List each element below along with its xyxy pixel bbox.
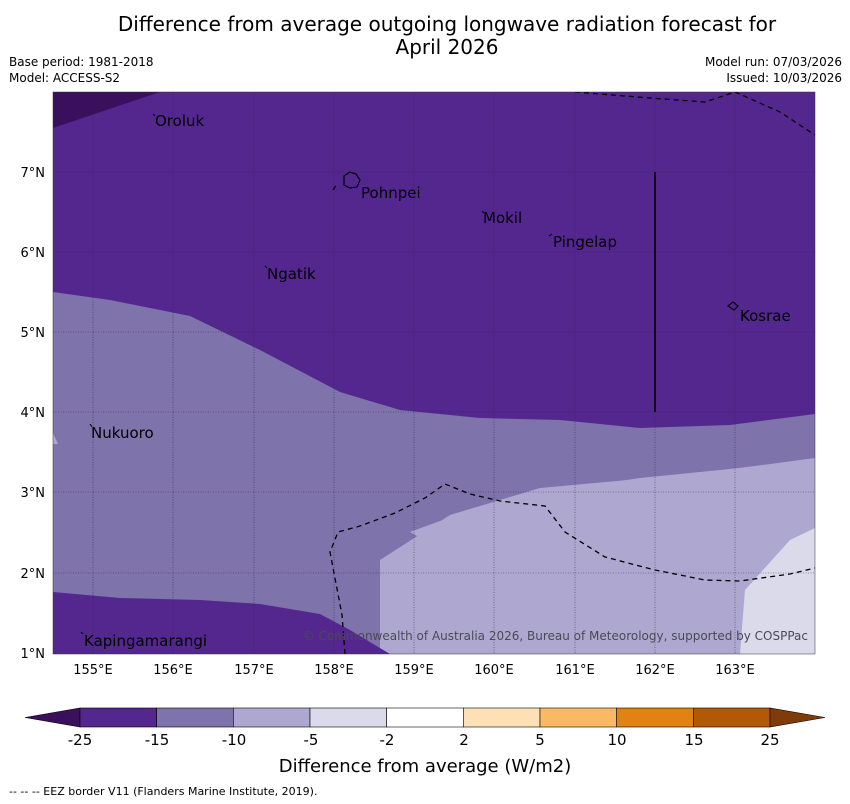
- longitude-axis: 155°E 156°E 157°E 158°E 159°E 160°E 161°…: [73, 663, 755, 678]
- place-label-mokil: Mokil: [483, 209, 522, 227]
- atoll-markers: [80, 113, 553, 635]
- colorbar-label: Difference from average (W/m2): [279, 756, 571, 777]
- colorbar-segment: [309, 707, 387, 728]
- lat-label-2n: 2°N: [21, 567, 46, 582]
- base-period: Base period: 1981-2018: [9, 55, 154, 69]
- map-title-line1: Difference from average outgoing longwav…: [117, 12, 777, 36]
- place-labels: Oroluk Pohnpei Mokil Pingelap Ngatik Kos…: [84, 112, 791, 650]
- place-label-kosrae: Kosrae: [740, 307, 791, 325]
- anomaly-band-minus2-minus5: [740, 528, 815, 654]
- colorbar-tick-minus2: -2: [380, 731, 395, 749]
- lon-label-155e: 155°E: [73, 663, 113, 678]
- colorbar-extend-low: [24, 707, 81, 728]
- map-border: [52, 91, 816, 655]
- anomaly-band-minus15-minus25-south: [53, 592, 390, 654]
- eez-border-south: [329, 483, 815, 654]
- map-title: Difference from average outgoing longwav…: [0, 13, 850, 59]
- place-label-oroluk: Oroluk: [155, 112, 204, 130]
- lon-label-157e: 157°E: [234, 663, 274, 678]
- place-label-kapingamarangi: Kapingamarangi: [84, 632, 207, 650]
- place-label-pohnpei: Pohnpei: [361, 184, 421, 202]
- colorbar-ticks: -25 -15 -10 -5 -2 2 5 10 15 25: [68, 731, 780, 749]
- model-info-left: Base period: 1981-2018 Model: ACCESS-S2: [9, 54, 154, 86]
- lat-label-5n: 5°N: [21, 326, 46, 341]
- colorbar-segment: [463, 707, 541, 728]
- colorbar-tick-minus15: -15: [145, 731, 170, 749]
- map-gridlines: [53, 92, 815, 654]
- lat-label-7n: 7°N: [21, 166, 46, 181]
- anomaly-band-minus5-minus10-tongue: [410, 460, 815, 654]
- colorbar-tick-5: 5: [535, 731, 545, 749]
- place-label-nukuoro: Nukuoro: [91, 424, 154, 442]
- model-info-right: Model run: 07/03/2026 Issued: 10/03/2026: [705, 54, 842, 86]
- lon-label-159e: 159°E: [394, 663, 434, 678]
- lat-label-1n: 1°N: [21, 647, 46, 662]
- anomaly-band-small: [53, 433, 58, 444]
- issued-date: Issued: 10/03/2026: [726, 71, 842, 85]
- colorbar: [24, 707, 826, 728]
- colorbar-tick-10: 10: [607, 731, 626, 749]
- lat-label-4n: 4°N: [21, 406, 46, 421]
- colorbar-tick-minus5: -5: [304, 731, 319, 749]
- colorbar-tick-2: 2: [459, 731, 469, 749]
- map-plot-area: Oroluk Pohnpei Mokil Pingelap Ngatik Kos…: [53, 92, 815, 654]
- latitude-axis: 1°N 2°N 3°N 4°N 5°N 6°N 7°N: [21, 166, 46, 662]
- colorbar-segment: [79, 707, 157, 728]
- colorbar-tick-minus25: -25: [68, 731, 93, 749]
- eez-legend: -- -- -- EEZ border V11 (Flanders Marine…: [9, 785, 318, 798]
- colorbar-segment: [539, 707, 617, 728]
- lat-label-6n: 6°N: [21, 246, 46, 261]
- place-label-ngatik: Ngatik: [267, 265, 316, 283]
- lat-label-3n: 3°N: [21, 486, 46, 501]
- eez-border-north: [574, 92, 815, 136]
- lon-label-161e: 161°E: [555, 663, 595, 678]
- pohnpei-island-shape: [343, 171, 361, 189]
- colorbar-segment: [616, 707, 694, 728]
- lon-label-162e: 162°E: [635, 663, 675, 678]
- lon-label-156e: 156°E: [153, 663, 193, 678]
- copyright-notice: © Commonwealth of Australia 2026, Bureau…: [303, 629, 808, 643]
- eez-border-pohnpei: [332, 183, 338, 191]
- colorbar-segment: [386, 707, 464, 728]
- kosrae-island-shape: [726, 301, 739, 311]
- map-title-line2: April 2026: [395, 35, 499, 59]
- place-label-pingelap: Pingelap: [553, 233, 617, 251]
- anomaly-band-below-minus25: [53, 92, 160, 128]
- lon-label-160e: 160°E: [474, 663, 514, 678]
- lon-label-158e: 158°E: [314, 663, 354, 678]
- lon-label-163e: 163°E: [715, 663, 755, 678]
- colorbar-tick-25: 25: [760, 731, 779, 749]
- model-run: Model run: 07/03/2026: [704, 55, 842, 69]
- colorbar-segment: [156, 707, 234, 728]
- colorbar-tick-minus10: -10: [222, 731, 247, 749]
- colorbar-tick-15: 15: [684, 731, 703, 749]
- model-name: Model: ACCESS-S2: [9, 71, 121, 85]
- colorbar-segment: [693, 707, 771, 728]
- colorbar-extend-high: [769, 707, 826, 728]
- eez-borders: [329, 92, 815, 654]
- colorbar-segment: [233, 707, 311, 728]
